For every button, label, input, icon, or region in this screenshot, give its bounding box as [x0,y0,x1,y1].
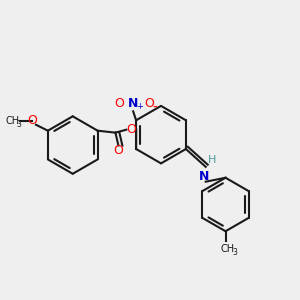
Text: N: N [128,97,138,110]
Text: N: N [199,170,209,183]
Text: O: O [126,123,136,136]
Text: +: + [137,102,143,111]
Text: O: O [27,114,37,127]
Text: CH: CH [220,244,235,254]
Text: 3: 3 [17,120,22,129]
Text: CH: CH [5,116,19,126]
Text: 3: 3 [232,248,237,256]
Text: H: H [208,155,216,165]
Text: O: O [144,97,154,110]
Text: -: - [152,100,158,114]
Text: O: O [113,144,123,157]
Text: O: O [114,97,124,110]
